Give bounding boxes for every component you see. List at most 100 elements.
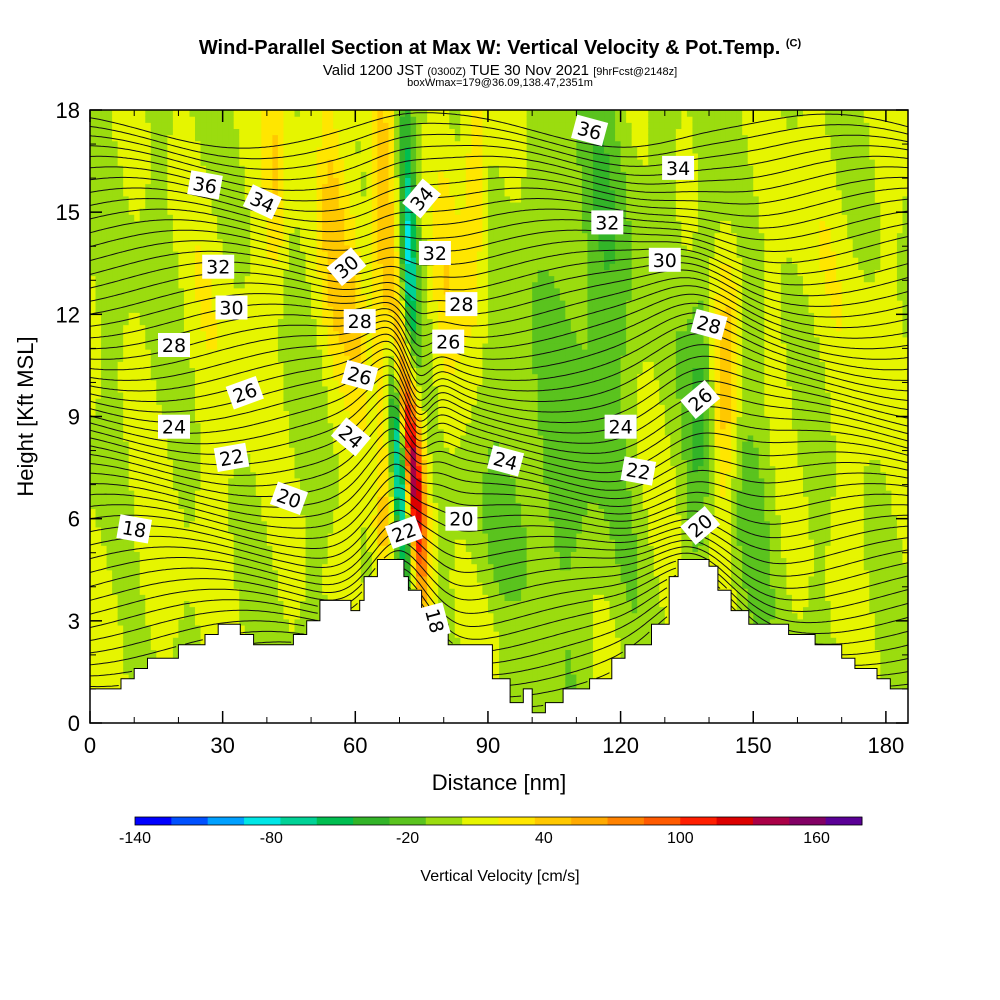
velocity-cell [145,575,152,583]
velocity-cell [305,201,312,209]
velocity-cell [233,275,240,283]
velocity-cell [211,287,218,295]
velocity-cell [355,459,362,467]
velocity-cell [161,649,168,657]
velocity-cell [311,600,318,608]
velocity-cell [134,453,141,461]
velocity-cell [244,434,251,442]
velocity-cell [266,244,273,252]
velocity-cell [106,667,113,675]
velocity-cell [305,244,312,252]
velocity-cell [266,232,273,240]
velocity-cell [255,226,262,234]
velocity-cell [183,471,191,479]
velocity-cell [222,355,229,362]
velocity-cell [95,263,102,270]
velocity-cell [277,563,285,571]
velocity-cell [349,520,356,528]
velocity-cell [344,545,351,552]
velocity-cell [95,520,102,528]
velocity-cell [139,422,146,430]
velocity-cell [261,379,268,387]
velocity-cell [189,116,196,123]
velocity-cell [145,183,152,191]
velocity-cell [206,220,213,228]
velocity-cell [195,453,202,461]
velocity-cell [355,416,362,424]
velocity-cell [172,214,180,221]
velocity-cell [150,483,157,491]
velocity-cell [255,539,262,546]
velocity-cell [316,110,323,117]
velocity-cell [123,306,130,313]
velocity-cell [311,606,318,614]
velocity-cell [139,128,146,136]
velocity-cell [90,422,97,430]
velocity-cell [255,594,262,601]
velocity-cell [90,496,97,503]
velocity-cell [172,232,180,240]
velocity-cell [106,306,113,313]
velocity-cell [95,447,102,454]
velocity-cell [255,134,262,142]
velocity-cell [167,263,174,270]
velocity-cell [106,398,113,405]
velocity-cell [211,318,218,326]
velocity-cell [333,220,340,228]
velocity-cell [333,195,340,203]
velocity-cell [195,557,202,565]
velocity-cell [183,122,191,129]
velocity-cell [117,447,124,454]
velocity-cell [239,539,246,546]
velocity-cell [106,140,113,148]
velocity-cell [128,269,135,277]
velocity-cell [305,257,312,264]
velocity-cell [300,588,307,595]
velocity-cell [206,367,213,375]
velocity-cell [145,165,152,172]
velocity-cell [233,146,240,154]
velocity-cell [178,594,185,601]
velocity-cell [360,496,367,503]
velocity-cell [195,465,202,473]
velocity-cell [288,367,296,375]
velocity-cell [305,122,312,129]
velocity-cell [316,300,323,307]
velocity-cell [156,134,163,142]
velocity-cell [90,244,97,252]
velocity-cell [167,410,174,418]
velocity-cell [189,128,196,136]
velocity-cell [338,483,345,491]
velocity-cell [305,606,312,614]
velocity-cell [355,600,362,608]
velocity-cell [283,428,290,436]
velocity-cell [300,171,307,179]
velocity-cell [283,416,290,424]
velocity-cell [206,226,213,234]
velocity-cell [128,330,135,338]
velocity-cell [255,122,262,129]
velocity-cell [255,238,262,246]
velocity-cell [294,214,301,221]
velocity-cell [167,287,174,295]
velocity-cell [117,428,124,436]
velocity-cell [117,165,124,172]
velocity-cell [206,532,213,540]
velocity-cell [311,496,318,503]
velocity-cell [316,367,323,375]
velocity-cell [300,514,307,522]
velocity-cell [178,183,185,191]
velocity-cell [161,367,168,375]
velocity-cell [355,208,362,215]
velocity-cell [112,649,119,657]
velocity-cell [150,606,157,614]
velocity-cell [228,165,235,172]
velocity-cell [90,257,97,264]
velocity-cell [128,300,135,307]
velocity-cell [90,612,97,620]
velocity-cell [134,496,141,503]
velocity-cell [134,410,141,418]
velocity-cell [134,318,141,326]
velocity-cell [305,398,312,405]
velocity-cell [134,275,141,283]
